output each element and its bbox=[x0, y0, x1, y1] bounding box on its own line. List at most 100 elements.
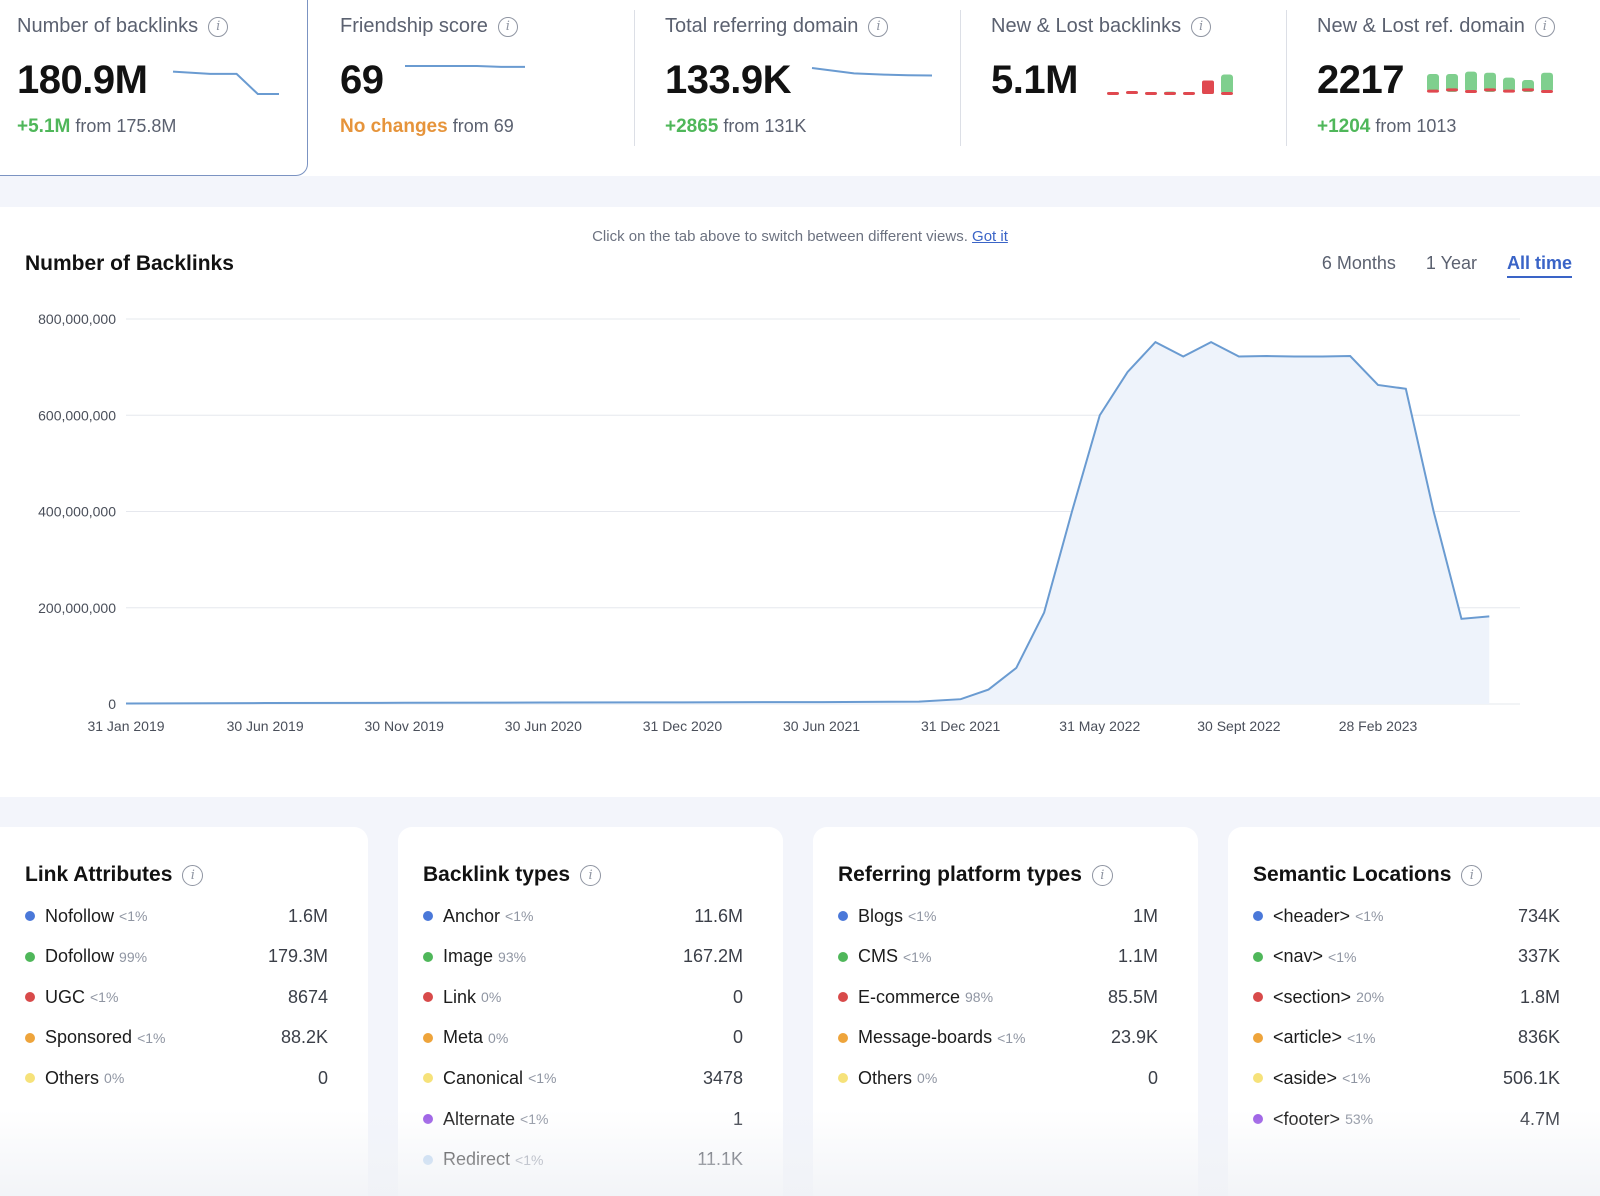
item-percent: <1% bbox=[1347, 1029, 1376, 1046]
item-percent: 53% bbox=[1345, 1111, 1374, 1127]
legend-dot bbox=[1253, 951, 1263, 962]
list-item[interactable]: UGC <1% 8674 bbox=[25, 985, 328, 1009]
metric-card-friendship[interactable]: Friendship score i 69 No changes from 69 bbox=[324, 0, 634, 176]
item-percent: 0% bbox=[488, 1029, 509, 1046]
card-title: Backlink types bbox=[423, 863, 571, 886]
tab-6-months[interactable]: 6 Months bbox=[1321, 253, 1396, 273]
list-item[interactable]: E-commerce 98% 85.5M bbox=[838, 985, 1158, 1009]
list-item[interactable]: Nofollow <1% 1.6M bbox=[25, 904, 328, 928]
item-percent: 20% bbox=[1356, 989, 1385, 1006]
got-it-link[interactable]: Got it bbox=[972, 228, 1008, 245]
chart-title: Number of Backlinks bbox=[25, 252, 234, 275]
item-percent: <1% bbox=[1355, 908, 1384, 924]
card-title: Link Attributes bbox=[25, 863, 173, 886]
list-item[interactable]: Others 0% 0 bbox=[838, 1066, 1158, 1090]
list-item[interactable]: <nav> <1% 337K bbox=[1253, 945, 1560, 969]
info-icon[interactable]: i bbox=[497, 16, 518, 37]
info-icon[interactable]: i bbox=[1534, 16, 1555, 37]
lost-bar bbox=[1107, 92, 1119, 95]
list-item[interactable]: Link 0% 0 bbox=[423, 985, 743, 1009]
list-item[interactable]: Alternate <1% 1 bbox=[423, 1107, 743, 1131]
metric-card-new-lost-ref-domain[interactable]: New & Lost ref. domain i 2217 +1204 from … bbox=[1301, 0, 1600, 176]
list-item[interactable]: Canonical <1% 3478 bbox=[423, 1066, 743, 1090]
legend-dot bbox=[838, 992, 848, 1003]
legend-dot bbox=[838, 1073, 848, 1084]
list-item[interactable]: <footer> 53% 4.7M bbox=[1253, 1107, 1560, 1131]
item-label: Blogs bbox=[858, 905, 904, 926]
card-backlink-types: Backlink types i Anchor <1% 11.6M Image 93% 16… bbox=[398, 827, 783, 1196]
hint-text: Click on the tab above to switch between… bbox=[592, 228, 1008, 245]
new-bar bbox=[1221, 74, 1233, 94]
metric-card-new-lost-backlinks[interactable]: New & Lost backlinks i 5.1M bbox=[975, 0, 1285, 176]
item-value: 1.1M bbox=[1117, 946, 1158, 967]
metric-from: from 175.8M bbox=[75, 116, 177, 136]
item-value: 8674 bbox=[287, 986, 328, 1007]
legend-dot bbox=[423, 1032, 433, 1043]
metric-card-ref-domain[interactable]: Total referring domain i 133.9K +2865 fro… bbox=[649, 0, 959, 176]
info-icon[interactable]: i bbox=[1191, 16, 1212, 37]
lost-bar bbox=[1183, 92, 1195, 95]
x-tick-label: 31 May 2022 bbox=[1059, 718, 1140, 734]
item-value: 1.8M bbox=[1519, 986, 1560, 1007]
metric-delta: +2865 bbox=[665, 116, 719, 137]
metric-delta: +5.1M bbox=[17, 116, 71, 137]
info-icon[interactable]: i bbox=[208, 16, 229, 37]
legend-dot bbox=[838, 951, 848, 962]
list-item[interactable]: <header> <1% 734K bbox=[1253, 904, 1560, 928]
item-value: 836K bbox=[1517, 1027, 1560, 1048]
list-item[interactable]: Dofollow 99% 179.3M bbox=[25, 945, 328, 969]
item-percent: <1% bbox=[520, 1111, 549, 1127]
lost-bar bbox=[1427, 89, 1439, 93]
card-link-attributes: Link Attributes i Nofollow <1% 1.6M Dofollow… bbox=[0, 827, 368, 1196]
list-item[interactable]: Anchor <1% 11.6M bbox=[423, 904, 743, 928]
item-value: 1M bbox=[1132, 905, 1158, 926]
metrics-row: Number of backlinks i 180.9M +5.1M from 1… bbox=[0, 0, 1600, 176]
backlinks-line-chart[interactable]: 0 200,000,000 400,000,000 600,000,000 800,00… bbox=[0, 207, 1600, 797]
item-value: 179.3M bbox=[267, 946, 328, 967]
list-item[interactable]: <aside> <1% 506.1K bbox=[1253, 1066, 1560, 1090]
metric-label: New & Lost ref. domain bbox=[1317, 15, 1525, 37]
list-item[interactable]: Image 93% 167.2M bbox=[423, 945, 743, 969]
sparkline-ref-domain bbox=[811, 67, 933, 77]
y-tick-label: 600,000,000 bbox=[38, 407, 116, 423]
info-icon[interactable]: i bbox=[1091, 864, 1113, 886]
list-item[interactable]: Meta 0% 0 bbox=[423, 1026, 743, 1050]
info-icon[interactable]: i bbox=[868, 16, 889, 37]
metric-from: from 131K bbox=[723, 116, 807, 136]
item-value: 0 bbox=[732, 1027, 743, 1048]
info-icon[interactable]: i bbox=[182, 864, 204, 886]
series-line bbox=[125, 340, 1490, 705]
list-item[interactable]: Others 0% 0 bbox=[25, 1066, 328, 1090]
item-label: <header> bbox=[1273, 905, 1351, 926]
list-item[interactable]: Redirect <1% 11.1K bbox=[423, 1148, 743, 1172]
item-label: Others bbox=[45, 1067, 100, 1088]
y-tick-label: 400,000,000 bbox=[38, 504, 116, 520]
y-tick-label: 800,000,000 bbox=[38, 311, 116, 327]
metric-label: Friendship score bbox=[340, 15, 488, 37]
item-percent: 98% bbox=[965, 989, 994, 1006]
x-tick-label: 30 Nov 2019 bbox=[365, 718, 445, 734]
item-label: E-commerce bbox=[858, 986, 961, 1007]
lost-bar bbox=[1522, 88, 1534, 92]
new-bar bbox=[1465, 71, 1477, 92]
list-item[interactable]: Message-boards <1% 23.9K bbox=[838, 1026, 1158, 1050]
list-item[interactable]: Sponsored <1% 88.2K bbox=[25, 1026, 328, 1050]
sparkline-path bbox=[172, 70, 279, 95]
item-label: Redirect bbox=[443, 1149, 511, 1170]
tab-1-year[interactable]: 1 Year bbox=[1425, 253, 1477, 273]
metric-delta: No changes bbox=[340, 116, 448, 137]
list-item[interactable]: <article> <1% 836K bbox=[1253, 1026, 1560, 1050]
list-item[interactable]: Blogs <1% 1M bbox=[838, 904, 1158, 928]
item-percent: <1% bbox=[515, 1151, 544, 1168]
list-item[interactable]: CMS <1% 1.1M bbox=[838, 945, 1158, 969]
item-value: 167.2M bbox=[682, 946, 743, 967]
item-value: 0 bbox=[732, 986, 743, 1007]
metric-card-backlinks[interactable]: Number of backlinks i 180.9M +5.1M from 1… bbox=[0, 0, 308, 176]
list-item[interactable]: <section> 20% 1.8M bbox=[1253, 985, 1560, 1009]
info-icon[interactable]: i bbox=[580, 864, 602, 886]
item-label: Anchor bbox=[443, 905, 501, 926]
tab-all-time[interactable]: All time bbox=[1506, 253, 1572, 278]
item-value: 337K bbox=[1517, 946, 1560, 967]
item-percent: <1% bbox=[90, 989, 119, 1006]
info-icon[interactable]: i bbox=[1461, 864, 1483, 886]
